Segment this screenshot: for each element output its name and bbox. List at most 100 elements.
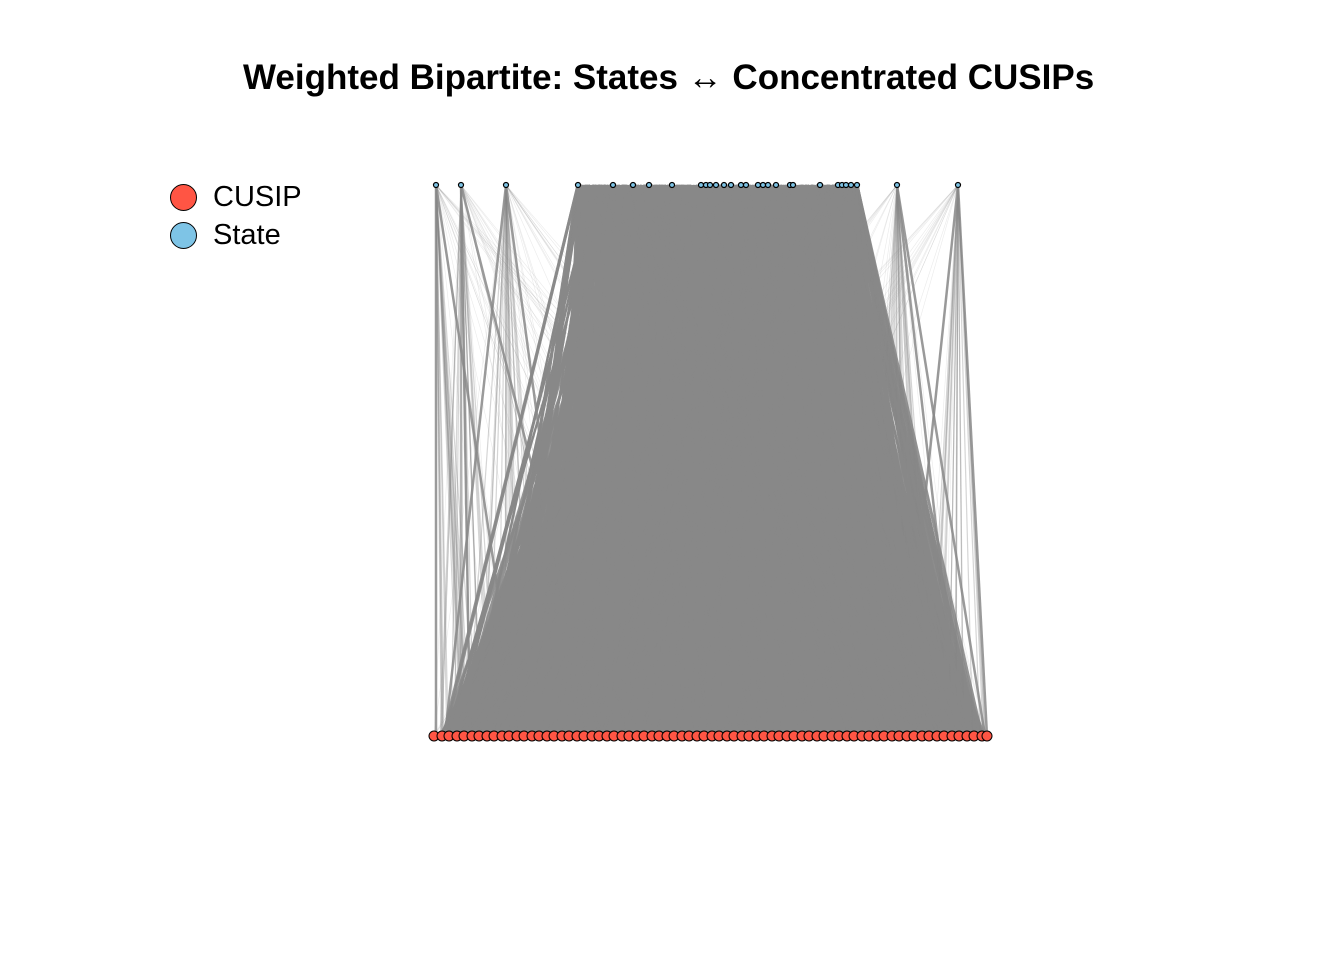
edge xyxy=(608,184,851,737)
edge xyxy=(895,184,987,737)
edge xyxy=(435,184,449,737)
edge xyxy=(435,184,470,737)
edge-bold-layer xyxy=(434,184,989,737)
edge xyxy=(808,184,885,737)
edge xyxy=(819,184,856,737)
cusip-node xyxy=(981,730,993,742)
edge xyxy=(726,184,854,737)
state-node xyxy=(842,181,850,189)
edge xyxy=(799,184,949,737)
edge xyxy=(602,184,847,737)
legend-label-cusip: CUSIP xyxy=(213,180,302,213)
edge xyxy=(732,184,739,737)
edge xyxy=(652,184,767,737)
state-node xyxy=(457,181,465,189)
edge xyxy=(855,184,978,737)
edge xyxy=(773,184,887,737)
edge xyxy=(687,184,704,737)
edge xyxy=(435,184,445,737)
edge xyxy=(443,184,508,737)
state-node xyxy=(893,181,901,189)
state-node xyxy=(697,181,705,189)
edge xyxy=(435,184,466,737)
legend-item-cusip: CUSIP xyxy=(170,178,302,216)
cusip-node-layer xyxy=(428,730,993,742)
edge xyxy=(433,184,507,737)
state-node xyxy=(954,181,962,189)
edge xyxy=(671,184,796,737)
edge xyxy=(898,184,960,737)
edge xyxy=(526,184,742,737)
edge xyxy=(441,184,462,737)
edge xyxy=(552,184,744,737)
edge xyxy=(662,184,693,737)
state-node xyxy=(742,181,750,189)
edge xyxy=(956,184,989,737)
edge xyxy=(434,184,522,737)
edge xyxy=(938,184,959,737)
edge xyxy=(558,184,642,737)
state-node xyxy=(668,181,676,189)
state-node xyxy=(645,181,653,189)
edge xyxy=(504,184,582,737)
edge xyxy=(896,184,953,737)
state-node xyxy=(737,181,745,189)
edge xyxy=(954,184,959,737)
edge xyxy=(957,184,964,737)
edge xyxy=(955,184,959,737)
edge xyxy=(435,184,464,737)
edge xyxy=(634,184,871,737)
edge xyxy=(957,184,965,737)
edge xyxy=(440,184,462,737)
edge xyxy=(579,184,910,737)
chart-title: Weighted Bipartite: States ↔ Concentrate… xyxy=(243,58,1095,97)
edge xyxy=(459,184,602,737)
edge xyxy=(462,184,658,737)
state-node xyxy=(764,181,772,189)
edge xyxy=(460,184,463,737)
edge xyxy=(955,184,959,737)
legend-swatch-state xyxy=(170,221,197,249)
state-node xyxy=(789,181,797,189)
state-node xyxy=(816,181,824,189)
edge xyxy=(741,184,826,737)
state-node xyxy=(772,181,780,189)
edge xyxy=(578,184,731,737)
edge xyxy=(666,184,876,737)
state-node xyxy=(432,181,440,189)
edge xyxy=(582,184,840,737)
legend-swatch-cusip xyxy=(170,183,197,211)
edge xyxy=(563,184,609,737)
legend: CUSIP State xyxy=(170,178,302,254)
edge xyxy=(511,184,680,737)
edge xyxy=(433,184,462,737)
edge xyxy=(459,184,462,737)
edge xyxy=(621,184,880,737)
edge xyxy=(597,184,961,737)
edge xyxy=(579,184,793,737)
state-node xyxy=(609,181,617,189)
edge xyxy=(435,184,462,737)
edge xyxy=(464,184,587,737)
state-node xyxy=(706,181,714,189)
edge xyxy=(435,184,468,737)
edge xyxy=(758,184,774,737)
state-node xyxy=(502,181,510,189)
edge xyxy=(435,184,465,737)
edge xyxy=(442,184,580,737)
state-node-layer xyxy=(432,181,962,189)
edge xyxy=(459,184,472,737)
edge xyxy=(830,184,959,737)
legend-item-state: State xyxy=(170,216,302,254)
edge xyxy=(652,184,697,737)
edge xyxy=(577,184,791,737)
edge xyxy=(439,184,462,737)
edge xyxy=(718,184,805,737)
edge xyxy=(448,184,579,737)
state-node xyxy=(754,181,762,189)
edge xyxy=(435,184,463,737)
edge xyxy=(435,184,468,737)
edge xyxy=(746,184,970,737)
edge xyxy=(814,184,922,737)
